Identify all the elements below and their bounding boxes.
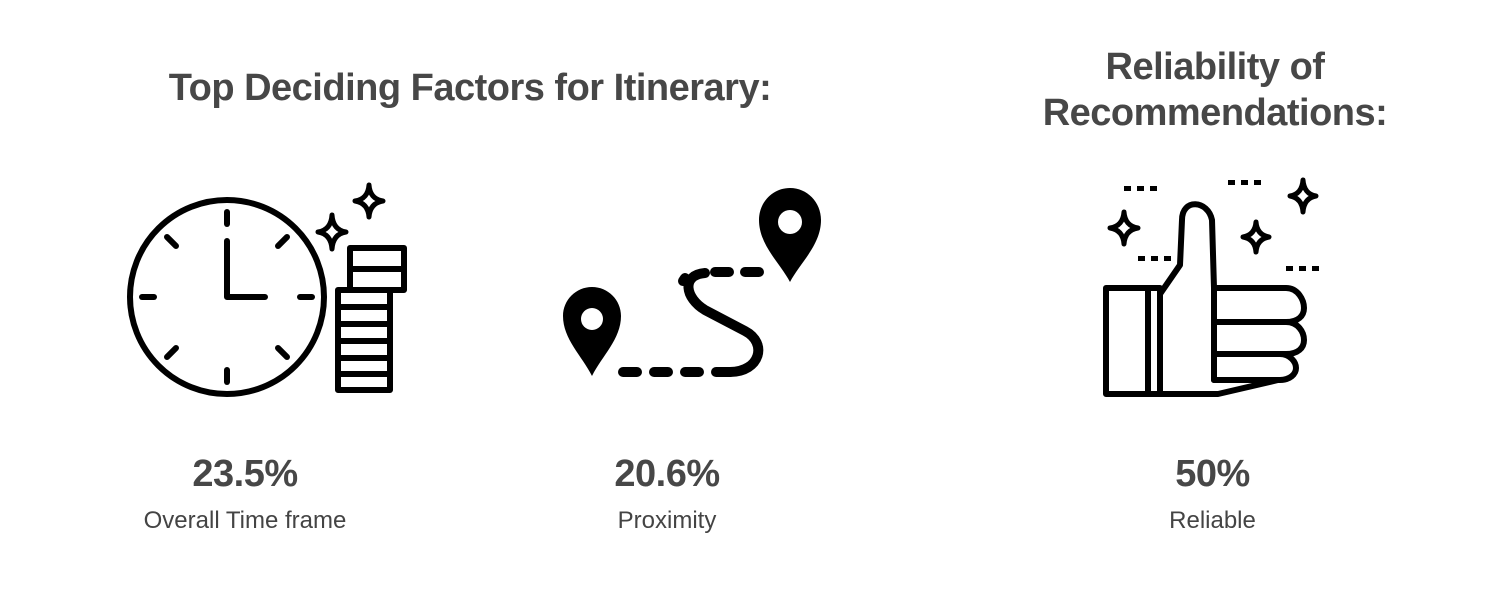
stat-value: 23.5%	[192, 453, 298, 495]
reliability-heading-text: Reliability of Recommendations:	[1042, 46, 1388, 134]
clock-with-coin-stack-icon	[127, 182, 407, 397]
thumbs-up-sparkle-icon	[1103, 177, 1319, 397]
stat-label: Reliable	[1169, 507, 1256, 534]
stat-reliable: 50% Reliable	[1080, 452, 1345, 536]
stat-overall-time-frame: 23.5% Overall Time frame	[100, 452, 390, 536]
factors-heading: Top Deciding Factors for Itinerary:	[168, 67, 772, 109]
map-route-pins-icon	[563, 188, 821, 377]
reliability-heading: Reliability of Recommendations:	[1000, 44, 1430, 136]
stat-label: Proximity	[617, 507, 717, 534]
stat-label: Overall Time frame	[143, 507, 347, 534]
stat-proximity: 20.6% Proximity	[532, 452, 802, 536]
stat-value: 50%	[1175, 453, 1250, 495]
stat-value: 20.6%	[614, 453, 720, 495]
